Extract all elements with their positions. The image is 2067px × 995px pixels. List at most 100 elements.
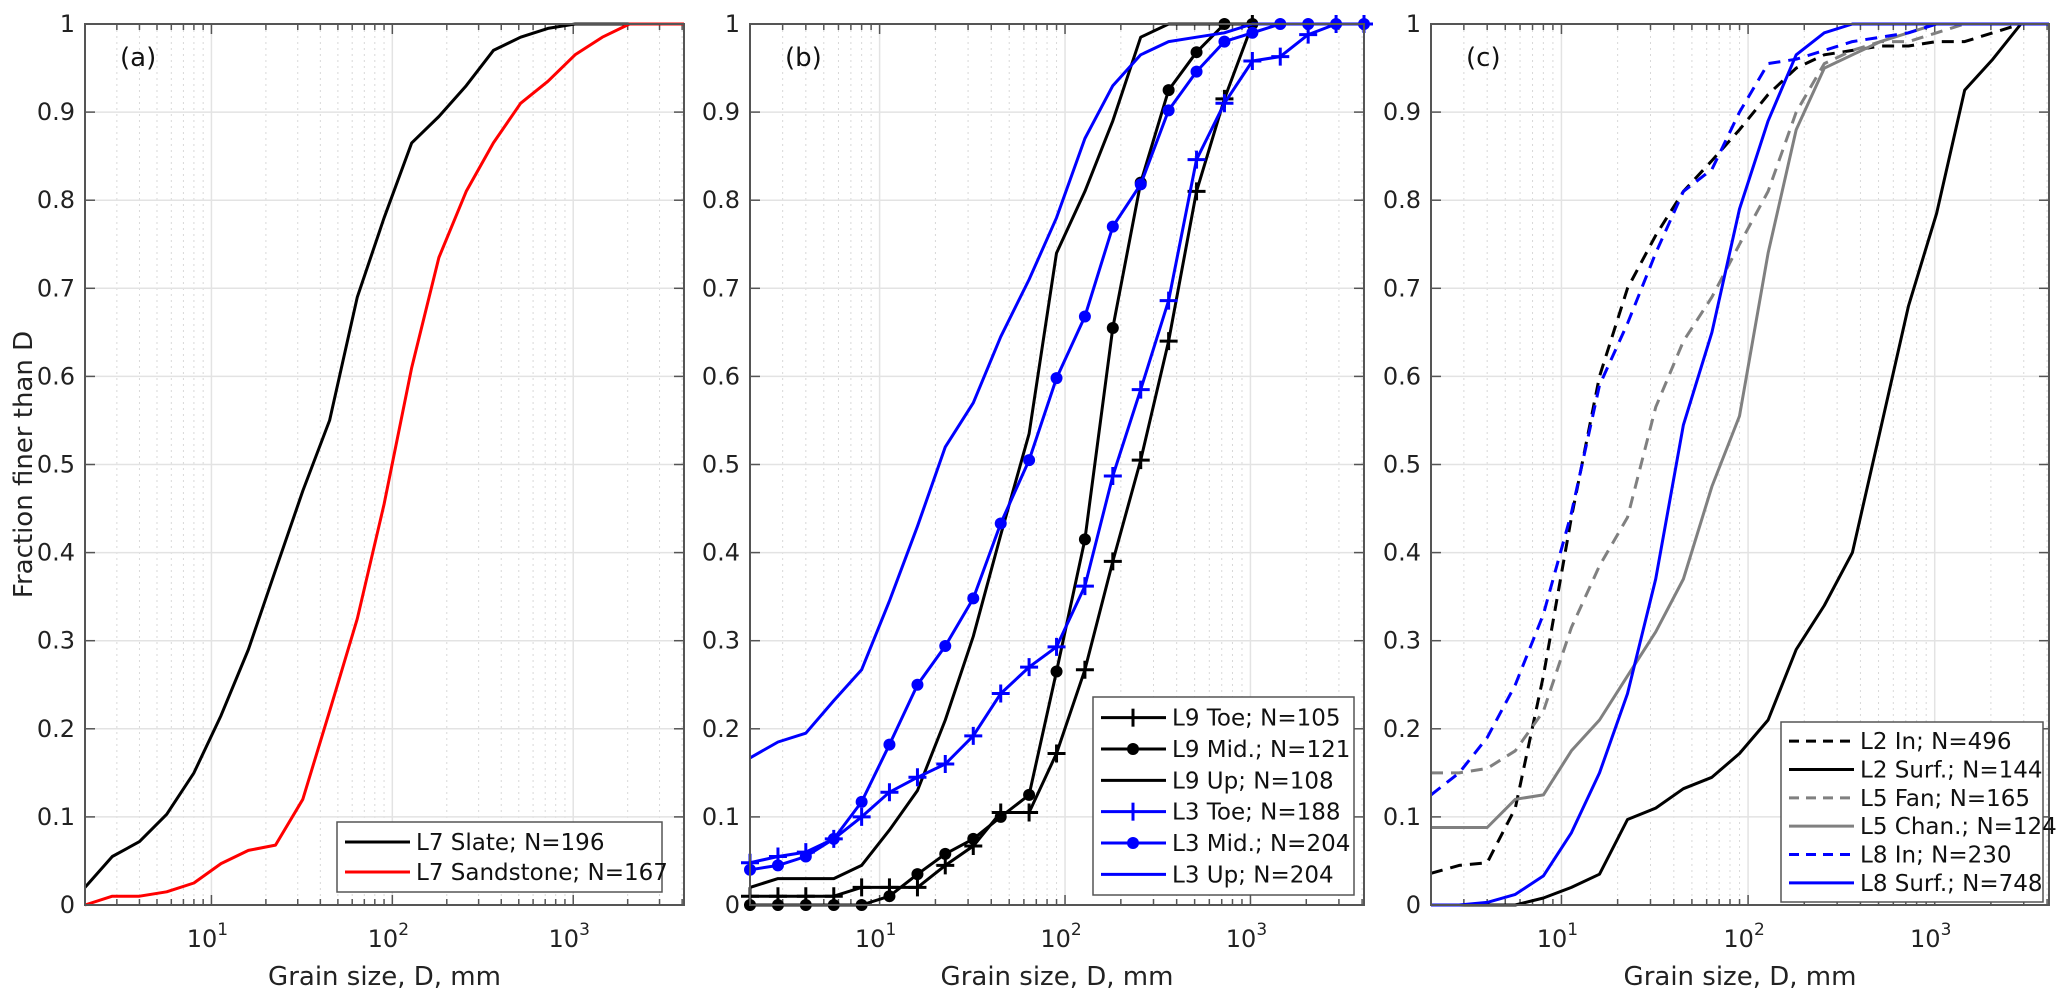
legend-item: L3 Mid.; N=204 (1101, 831, 1350, 857)
legend-item: L7 Sandstone; N=167 (345, 860, 668, 886)
data-point (1215, 94, 1234, 113)
x-tick-label-base: 10 (855, 925, 886, 953)
x-tick-label-base: 10 (368, 925, 399, 953)
x-tick-label-exponent: 2 (1754, 920, 1765, 940)
data-point (1078, 533, 1091, 546)
series-line (1431, 22, 1938, 829)
y-tick-label: 0.2 (702, 715, 740, 743)
series-line (1430, 22, 1938, 797)
axes-frame (749, 23, 1365, 906)
y-tick-label: 0.9 (37, 98, 75, 126)
x-tick-label-exponent: 1 (885, 920, 896, 940)
y-tick-label: 1 (1406, 10, 1421, 38)
y-tick-label: 0.5 (37, 451, 75, 479)
legend-label: L3 Up; N=204 (1172, 862, 1334, 888)
data-point (855, 795, 868, 808)
data-point (1162, 104, 1175, 117)
legend-item: L7 Slate; N=196 (345, 830, 604, 856)
series-l3-mid (744, 18, 1370, 876)
data-point (883, 890, 896, 903)
x-tick-label-exponent: 3 (1256, 920, 1267, 940)
data-point (1103, 466, 1122, 485)
x-tick-label-exponent: 2 (398, 920, 409, 940)
legend-label: L5 Chan.; N=124 (1860, 814, 2057, 840)
data-point (1106, 220, 1119, 233)
data-point (1103, 552, 1122, 571)
y-tick-label: 0.4 (37, 539, 75, 567)
x-tick-label-base: 10 (1723, 925, 1754, 953)
x-axis-label: Grain size, D, mm (268, 962, 501, 992)
data-point (939, 847, 952, 860)
x-axis-label: Grain size, D, mm (941, 962, 1174, 992)
data-point (852, 878, 871, 897)
y-tick-label: 0 (1406, 891, 1421, 919)
y-tick-label: 0.2 (37, 715, 75, 743)
x-tick-label-base: 10 (1226, 925, 1257, 953)
x-tick-label: 101 (1537, 920, 1578, 953)
legend: L9 Toe; N=105 L9 Mid.; N=121 L9 Up; N=108 L… (1092, 696, 1355, 896)
data-point (1134, 178, 1147, 191)
y-tick-label: 0.3 (702, 627, 740, 655)
legend-item: L3 Toe; N=188 (1101, 800, 1341, 826)
data-point (771, 859, 784, 872)
series-line (84, 22, 684, 907)
x-tick-label-exponent: 3 (579, 920, 590, 940)
data-point (939, 639, 952, 652)
panel-label: (c) (1466, 43, 1501, 73)
x-tick-label: 103 (549, 920, 590, 953)
legend-marker (1127, 837, 1139, 849)
legend-item: L9 Mid.; N=121 (1101, 737, 1350, 763)
x-axis-label: Grain size, D, mm (1624, 962, 1857, 992)
data-point (880, 783, 899, 802)
legend-item: L5 Fan; N=165 (1789, 786, 2030, 812)
data-point (1243, 52, 1262, 71)
data-point (1131, 451, 1150, 470)
legend-label: L2 Surf.; N=144 (1860, 758, 2043, 784)
data-point (1190, 65, 1203, 78)
data-point (1131, 380, 1150, 399)
legend-label: L8 Surf.; N=748 (1860, 871, 2043, 897)
data-point (1159, 291, 1178, 310)
legend-item: L9 Toe; N=105 (1101, 706, 1341, 732)
series-l8-in (1430, 22, 1938, 797)
data-point (908, 878, 927, 897)
data-point (936, 755, 955, 774)
legend-item: L8 In; N=230 (1789, 843, 2012, 869)
data-point (967, 832, 980, 845)
y-tick-label: 0.1 (1383, 803, 1421, 831)
x-tick-label-base: 10 (1040, 925, 1071, 953)
data-point (1271, 47, 1290, 66)
x-tick-label-exponent: 1 (217, 920, 228, 940)
data-point (1050, 372, 1063, 385)
y-tick-label: 0.1 (702, 803, 740, 831)
series-line (1431, 22, 2049, 907)
series-l5-chan (1431, 22, 1938, 829)
x-tick-label-base: 10 (1910, 925, 1941, 953)
x-tick-label-base: 10 (549, 925, 580, 953)
legend-label: L8 In; N=230 (1860, 843, 2012, 869)
y-tick-label: 0.6 (37, 362, 75, 390)
data-point (1187, 150, 1206, 169)
y-tick-label: 0.7 (702, 274, 740, 302)
axes-frame (1430, 23, 2050, 906)
legend-item: L9 Up; N=108 (1101, 768, 1334, 794)
legend-marker (1127, 743, 1139, 755)
data-point (991, 684, 1010, 703)
legend-label: L9 Up; N=108 (1172, 768, 1334, 794)
x-tick-label: 101 (855, 920, 896, 953)
data-point (911, 868, 924, 881)
y-tick-label: 0.3 (1383, 627, 1421, 655)
y-tick-label: 0.5 (702, 451, 740, 479)
x-tick-label: 101 (187, 920, 228, 953)
legend-label: L3 Toe; N=188 (1172, 800, 1341, 826)
x-tick-label: 102 (368, 920, 409, 953)
y-tick-label: 0.7 (1383, 274, 1421, 302)
y-tick-label: 0.6 (702, 362, 740, 390)
legend-label: L7 Slate; N=196 (416, 830, 604, 856)
legend-label: L2 In; N=496 (1860, 729, 2012, 755)
x-tick-label-exponent: 2 (1071, 920, 1082, 940)
data-point (964, 726, 983, 745)
x-tick-label-base: 10 (1537, 925, 1568, 953)
